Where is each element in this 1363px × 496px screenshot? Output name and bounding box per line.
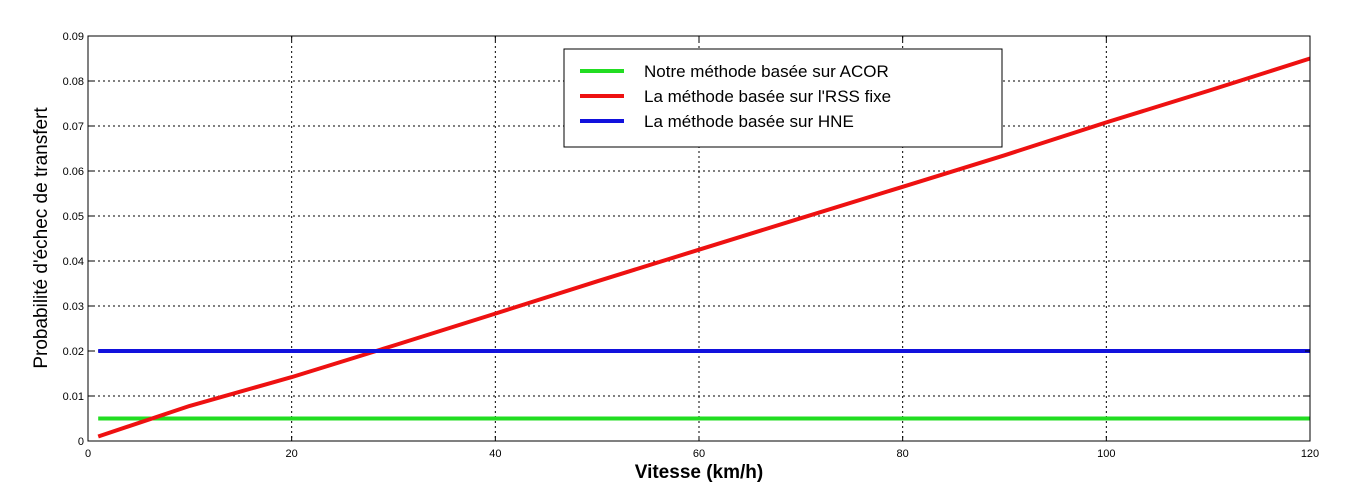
y-tick-label: 0.09 [63, 31, 84, 43]
x-tick-label: 60 [693, 448, 705, 460]
legend-label-hne: La méthode basée sur HNE [644, 112, 854, 131]
x-tick-label: 20 [286, 448, 298, 460]
legend-label-rss-fixe: La méthode basée sur l'RSS fixe [644, 87, 891, 106]
y-tick-label: 0 [78, 436, 84, 448]
legend-label-acor: Notre méthode basée sur ACOR [644, 62, 889, 81]
series-layer [97, 56, 1311, 439]
y-tick-label: 0.03 [63, 301, 84, 313]
legend: Notre méthode basée sur ACOR La méthode … [563, 48, 1003, 148]
y-axis-title: Probabilité d'échec de transfert [31, 107, 52, 369]
y-tick-labels: 0 0.01 0.02 0.03 0.04 0.05 0.06 0.07 0.08 0.09 [63, 31, 84, 448]
y-tick-label: 0.08 [63, 76, 84, 88]
y-tick-label: 0.02 [63, 346, 84, 358]
series-line-1 [97, 56, 1311, 439]
y-tick-label: 0.04 [63, 256, 84, 268]
x-tick-labels: 0 20 40 60 80 100 120 [85, 448, 1319, 460]
x-tick-label: 0 [85, 448, 91, 460]
x-axis-title: Vitesse (km/h) [635, 462, 763, 483]
x-tick-label: 120 [1301, 448, 1319, 460]
y-tick-label: 0.06 [63, 166, 84, 178]
y-tick-label: 0.07 [63, 121, 84, 133]
ticks [87, 35, 1311, 442]
legend-box [563, 48, 1003, 148]
y-tick-label: 0.05 [63, 211, 84, 223]
x-tick-label: 40 [489, 448, 501, 460]
y-tick-label: 0.01 [63, 391, 84, 403]
x-tick-label: 100 [1097, 448, 1115, 460]
x-tick-label: 80 [897, 448, 909, 460]
